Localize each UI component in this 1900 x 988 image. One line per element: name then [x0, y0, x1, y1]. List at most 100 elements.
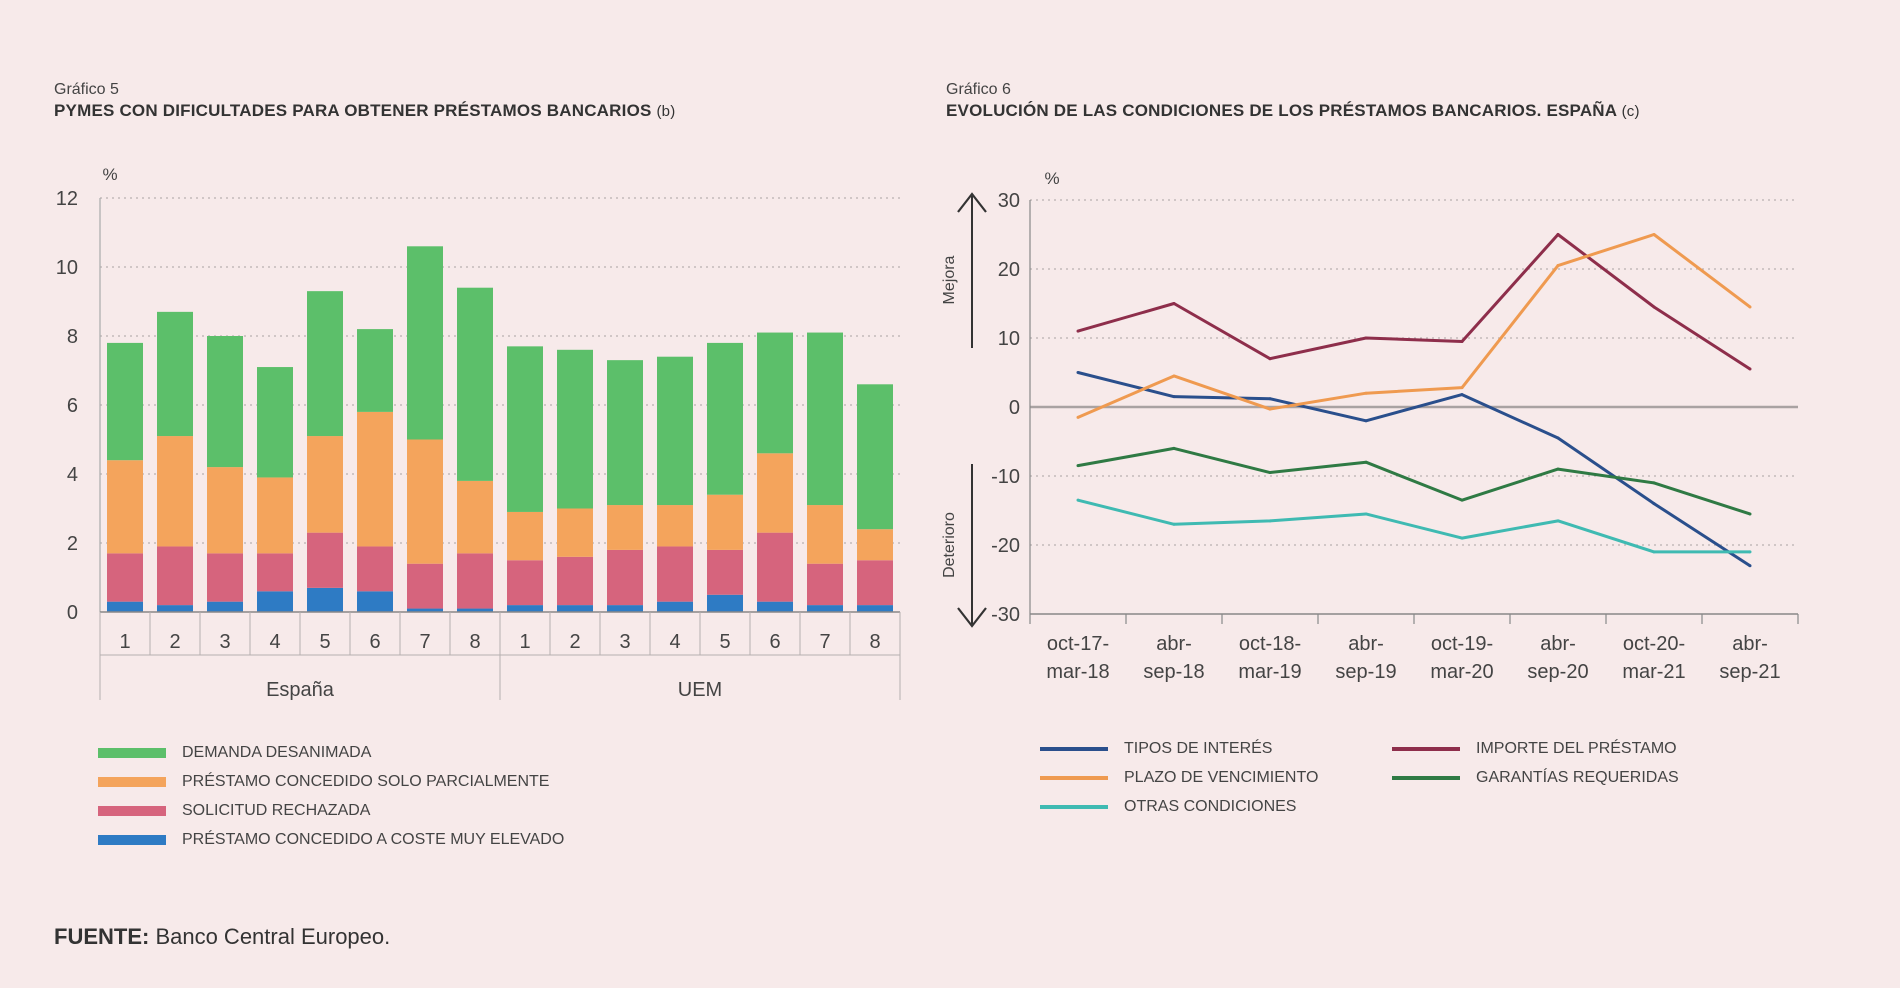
chart5-ytick-label: 0: [67, 602, 78, 624]
chart6-data-point: [1172, 446, 1176, 450]
chart6-series-line: [1077, 233, 1751, 371]
chart5-bar-segment: [257, 367, 293, 478]
chart5-bar-segment: [607, 360, 643, 506]
mejora-arrowhead-icon: [957, 192, 987, 213]
chart6-data-point: [1556, 519, 1560, 523]
chart6-data-point: [1460, 536, 1464, 540]
chart6-xtick-label: oct-20-: [1623, 633, 1685, 655]
chart6-data-point: [1076, 498, 1080, 502]
chart5-title-note: (b): [656, 103, 676, 120]
chart6-xtick-label: mar-18: [1046, 661, 1109, 683]
chart5-bar-segment: [207, 336, 243, 468]
chart5-ytick-label: 2: [67, 533, 78, 555]
legend-swatch-coste: [98, 834, 166, 845]
chart5-title-block: Gráfico 5 PYMES CON DIFICULTADES PARA OB…: [54, 81, 675, 121]
chart5-ytick-label: 10: [56, 257, 78, 279]
chart5-bar-segment: [807, 332, 843, 506]
chart5-bar-segment: [857, 605, 893, 612]
chart6-data-point: [1364, 512, 1368, 516]
chart6-data-point: [1172, 374, 1176, 378]
chart5-bar-segment: [157, 605, 193, 612]
chart6-data-point: [1748, 564, 1752, 568]
legend-label-demanda: DEMANDA DESANIMADA: [182, 743, 372, 761]
chart6-title-block: Gráfico 6 EVOLUCIÓN DE LAS CONDICIONES D…: [946, 81, 1640, 121]
chart5-bar-segment: [657, 601, 693, 612]
chart6-data-point: [1268, 519, 1272, 523]
chart6-data-point: [1748, 367, 1752, 371]
chart6-data-point: [1460, 498, 1464, 502]
chart6-data-point: [1268, 357, 1272, 361]
chart6-y-axis-label: %: [1044, 169, 1059, 188]
chart5-xtick-label: 4: [669, 631, 680, 653]
chart5-bar-segment: [357, 591, 393, 612]
chart6-data-point: [1556, 467, 1560, 471]
legend-line-plazo: [1040, 776, 1108, 780]
legend-line-garantias: [1392, 776, 1460, 780]
chart5-ytick-label: 12: [56, 188, 78, 210]
chart5-bar-segment: [257, 591, 293, 612]
chart5-bar-segment: [257, 477, 293, 554]
chart5-bar-segment: [657, 356, 693, 506]
chart5-bar-segment: [307, 436, 343, 533]
chart6-data-point: [1748, 550, 1752, 554]
chart5-bar-segment: [107, 460, 143, 554]
chart6-data-point: [1460, 339, 1464, 343]
chart5-bar-segment: [307, 532, 343, 588]
chart6-data-point: [1268, 471, 1272, 475]
chart5-bar-segment: [357, 411, 393, 547]
chart5-bar-segment: [607, 605, 643, 612]
chart5-bar-segment: [407, 439, 443, 564]
legend-line-tipos: [1040, 747, 1108, 751]
deterioro-arrowhead-icon: [957, 607, 987, 628]
chart5-bar-segment: [107, 553, 143, 602]
chart5-bar-segment: [857, 384, 893, 530]
chart6-data-point: [1652, 502, 1656, 506]
chart6-xtick-label: abr-: [1156, 633, 1192, 655]
legend-item-plazo: PLAZO DE VENCIMIENTO: [1040, 769, 1318, 787]
chart5-bar-segment: [557, 556, 593, 606]
chart6-data-point: [1460, 386, 1464, 390]
chart5-bar-segment: [807, 505, 843, 564]
chart6-data-point: [1652, 481, 1656, 485]
chart5-bar-segment: [507, 346, 543, 512]
chart5-bar-segment: [407, 246, 443, 440]
legend-item-rechazada: SOLICITUD RECHAZADA: [98, 796, 564, 825]
chart5-bar-segment: [857, 560, 893, 606]
chart6-figure-label: Gráfico 6: [946, 81, 1011, 98]
chart5-bar-segment: [757, 332, 793, 454]
chart6-ytick-label: 30: [998, 190, 1020, 212]
source-note: FUENTE: Banco Central Europeo.: [54, 924, 390, 950]
chart6-data-point: [1172, 302, 1176, 305]
chart6-xtick-label: oct-18-: [1239, 633, 1301, 655]
chart5-bar-segment: [307, 291, 343, 437]
chart6-data-point: [1556, 264, 1560, 268]
chart6-ytick-label: 10: [998, 328, 1020, 350]
source-label: FUENTE:: [54, 924, 150, 949]
legend-label-otras: OTRAS CONDICIONES: [1124, 798, 1297, 815]
chart5-bar-segment: [557, 508, 593, 557]
chart6-ytick-label: -30: [991, 604, 1020, 626]
chart5-bar-segment: [507, 560, 543, 606]
chart5-bar-segment: [857, 529, 893, 561]
chart5-bar-segment: [107, 601, 143, 612]
chart5-bar-segment: [407, 608, 443, 612]
chart6-ytick-label: -10: [991, 466, 1020, 488]
chart6-data-point: [1652, 305, 1656, 309]
chart5-bar-segment: [357, 329, 393, 412]
legend-label-plazo: PLAZO DE VENCIMIENTO: [1124, 769, 1319, 786]
chart6-data-point: [1556, 233, 1560, 236]
chart6-data-point: [1076, 371, 1080, 374]
chart5-xtick-label: 1: [119, 631, 130, 653]
legend-swatch-demanda: [98, 747, 166, 758]
chart5-bar-segment: [207, 467, 243, 554]
chart6-xtick-label: sep-20: [1527, 661, 1588, 683]
chart5-xtick-label: 3: [219, 631, 230, 653]
chart5-bar-segment: [657, 505, 693, 547]
legend-label-coste: PRÉSTAMO CONCEDIDO A COSTE MUY ELEVADO: [182, 830, 565, 848]
chart6-data-point: [1172, 522, 1176, 526]
chart5-bar-segment: [757, 601, 793, 612]
chart6-title-text: EVOLUCIÓN DE LAS CONDICIONES DE LOS PRÉS…: [946, 101, 1617, 120]
chart5-bar-segment: [707, 594, 743, 612]
chart6-ytick-label: 0: [1009, 397, 1020, 419]
chart6-data-point: [1172, 395, 1176, 399]
